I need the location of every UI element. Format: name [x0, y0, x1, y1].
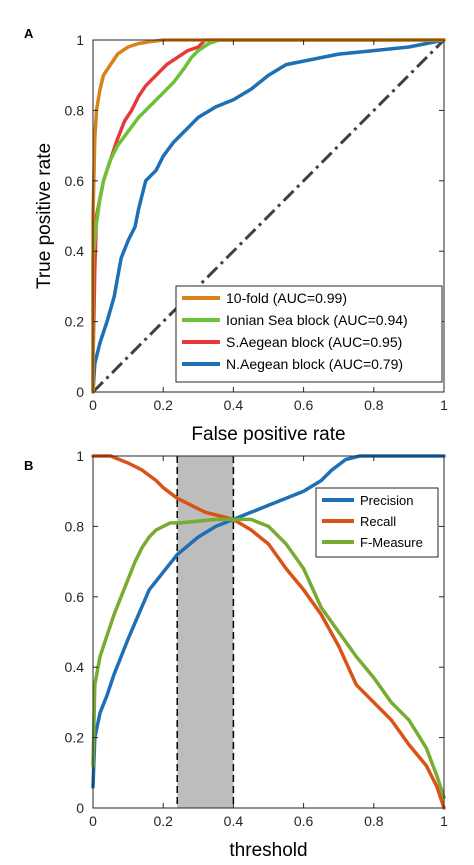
- y-tick-label: 0.6: [65, 589, 85, 605]
- reference-diagonal: [91, 38, 446, 394]
- x-tick-label: 0.6: [294, 397, 314, 413]
- x-tick-label: 0.6: [294, 813, 314, 829]
- legend-label: Precision: [360, 493, 413, 508]
- panel-label: A: [24, 26, 34, 41]
- axes-box: [92, 455, 445, 809]
- legend: Precision Recall F-Measure: [315, 487, 439, 558]
- y-tick-label: 0: [76, 384, 84, 400]
- y-tick-label: 0: [76, 800, 84, 816]
- x-tick-label: 0.8: [364, 397, 384, 413]
- axes-box: [92, 39, 445, 393]
- series-line-1: [91, 454, 446, 810]
- y-tick-label: 0.4: [65, 659, 85, 675]
- y-tick-label: 0.6: [65, 173, 85, 189]
- x-axis-title: threshold: [229, 840, 307, 861]
- y-tick-label: 0.2: [65, 730, 85, 746]
- y-tick-label: 0.8: [65, 102, 85, 118]
- x-tick-label: 1: [440, 813, 448, 829]
- legend-box: [175, 285, 443, 383]
- y-tick-label: 0.4: [65, 243, 85, 259]
- legend-label: F-Measure: [360, 535, 423, 550]
- x-tick-label: 0: [89, 397, 97, 413]
- x-tick-label: 0: [89, 813, 97, 829]
- series-line-2: [91, 517, 446, 800]
- legend-label: Recall: [360, 514, 396, 529]
- series-line-3: [91, 38, 446, 394]
- series-line-1: [91, 38, 446, 394]
- x-tick-label: 1: [440, 397, 448, 413]
- series-line-0: [91, 454, 446, 789]
- y-tick-label: 1: [76, 32, 84, 48]
- x-tick-label: 0.4: [224, 813, 244, 829]
- roc-panel: A 0 0.2 0.4 0.6 0.8 1 0 0.2 0.4 0.6 0.8 1 False posit…: [24, 26, 448, 445]
- y-axis-title: True positive rate: [34, 143, 55, 289]
- threshold-panel: B 0 0.2 0.4 0.6 0.8 1 0 0.2 0.4 0.6 0.8 1 threshold Pr…: [24, 448, 448, 861]
- x-tick-label: 0.2: [153, 397, 173, 413]
- x-tick-label: 0.4: [224, 397, 244, 413]
- legend: 10-fold (AUC=0.99) Ionian Sea block (AUC=…: [175, 285, 443, 383]
- legend-label: N.Aegean block (AUC=0.79): [226, 356, 403, 372]
- x-tick-label: 0.2: [153, 813, 173, 829]
- legend-label: Ionian Sea block (AUC=0.94): [226, 312, 408, 328]
- y-tick-label: 1: [76, 448, 84, 464]
- y-tick-label: 0.8: [65, 518, 85, 534]
- panel-label: B: [24, 458, 33, 473]
- legend-label: S.Aegean block (AUC=0.95): [226, 334, 402, 350]
- x-tick-label: 0.8: [364, 813, 384, 829]
- x-axis-title: False positive rate: [191, 424, 345, 445]
- legend-label: 10-fold (AUC=0.99): [226, 290, 347, 306]
- shaded-region: [177, 456, 234, 808]
- y-tick-label: 0.2: [65, 314, 85, 330]
